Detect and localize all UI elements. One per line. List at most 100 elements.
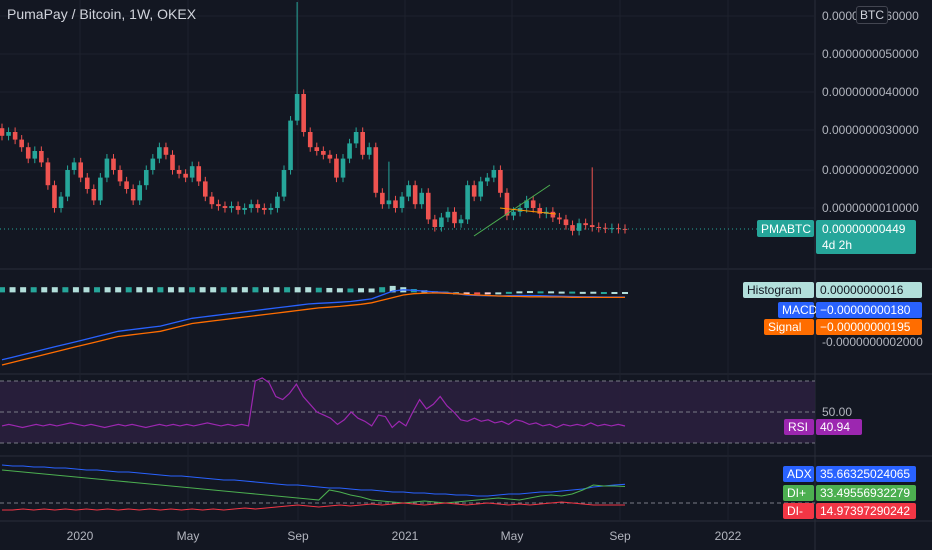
macd-histogram-bar	[231, 287, 238, 293]
macd-histogram-bar	[0, 287, 5, 293]
candle-body	[576, 223, 582, 231]
candle-body	[340, 158, 346, 178]
macd-histogram-bar	[284, 287, 291, 293]
bar-countdown: 4d 2h	[822, 238, 852, 252]
price-y-tick: 0.0000000020000	[822, 163, 919, 177]
candle-body	[268, 208, 274, 210]
candle-body	[301, 94, 306, 132]
macd-histogram-bar	[569, 291, 576, 294]
candle-body	[0, 128, 5, 136]
candle-body	[353, 132, 359, 144]
macd-histogram-bar	[115, 287, 122, 293]
candle-body	[25, 147, 31, 159]
macd-histogram-bar	[125, 287, 132, 293]
candle-body	[170, 154, 175, 170]
macd-histogram-bar	[526, 291, 533, 294]
macd-histogram-bar	[379, 287, 386, 293]
macd-histogram-bar	[210, 287, 217, 293]
candle-body	[32, 151, 38, 159]
candle-body	[216, 204, 221, 207]
candle-body	[589, 225, 595, 227]
macd-value-bg-0	[816, 282, 922, 298]
dmi-legend-value-2: 14.97397290242	[820, 504, 910, 518]
candle-body	[6, 132, 11, 136]
candle-body	[380, 192, 385, 205]
candle-body	[275, 196, 280, 208]
candle-body	[471, 185, 477, 197]
signal-line	[1, 292, 625, 366]
macd-histogram-bar	[368, 288, 375, 293]
last-price-value: 0.00000000449	[822, 222, 906, 236]
price-y-tick: 0.0000000050000	[822, 47, 919, 61]
dmi-legend-value-1: 33.49556932279	[820, 486, 910, 500]
macd-histogram-bar	[579, 291, 586, 294]
candle-body	[19, 139, 24, 148]
dmi-value-bg-2	[816, 503, 916, 519]
rsi-legend-label-bg	[784, 419, 814, 435]
candle-body	[511, 211, 516, 216]
macd-histogram-bar	[347, 288, 354, 293]
macd-legend-histogram-bg	[743, 282, 814, 298]
candle-body	[84, 177, 90, 189]
macd-histogram-bar	[241, 287, 248, 293]
x-tick-label: Sep	[609, 529, 631, 543]
candle-body	[603, 227, 608, 229]
rsi-value-bg	[816, 419, 862, 435]
candle-body	[550, 211, 556, 218]
candle-body	[445, 211, 451, 218]
macd-histogram-bar	[495, 292, 502, 295]
rsi-legend-label: RSI	[788, 420, 808, 434]
candle-body	[235, 206, 241, 210]
macd-histogram-bar	[611, 291, 618, 294]
candle-body	[439, 217, 444, 227]
candle-body	[91, 189, 97, 201]
candle-body	[294, 94, 300, 121]
adx-line	[1, 464, 626, 497]
candle-body	[248, 204, 254, 208]
macd-histogram-bar	[326, 287, 333, 293]
candle-body	[242, 208, 247, 210]
macd-histogram-bar	[294, 287, 301, 293]
candle-body	[117, 170, 123, 182]
candle-body	[65, 170, 70, 197]
candle-body	[504, 192, 510, 216]
candle-body	[163, 147, 169, 155]
macd-histogram-bar	[62, 287, 69, 293]
candle-body	[583, 223, 588, 226]
price-y-tick: 0.0000000040000	[822, 85, 919, 99]
x-tick-label: 2022	[715, 529, 742, 543]
macd-histogram-bar	[358, 288, 365, 293]
macd-histogram-bar	[178, 287, 185, 293]
candle-body	[288, 120, 293, 170]
macd-histogram-bar	[146, 287, 153, 293]
dmi-legend-0: ADX	[787, 467, 812, 481]
currency-button[interactable]: BTC	[856, 6, 888, 24]
macd-legend-value-2: −0.00000000195	[820, 320, 911, 334]
di-minus-line	[2, 501, 625, 511]
macd-legend-macd: MACD	[782, 303, 818, 317]
candle-body	[52, 185, 57, 208]
candle-body	[458, 219, 464, 224]
candle-body	[484, 177, 490, 182]
macd-value-bg-1	[816, 302, 922, 318]
macd-histogram-bar	[474, 292, 481, 295]
macd-legend-signal-bg	[764, 319, 814, 335]
x-tick-label: 2020	[67, 529, 94, 543]
last-price-symbol-label: PMABTC	[761, 222, 811, 236]
candle-body	[557, 217, 562, 220]
macd-histogram-bar	[30, 287, 37, 293]
macd-histogram-bar	[262, 287, 269, 293]
rsi-line	[1, 377, 626, 429]
trendline-up	[473, 184, 551, 237]
macd-legend-macd-bg	[778, 302, 814, 318]
candle-body	[71, 162, 77, 170]
candle-body	[524, 200, 529, 208]
candle-body	[334, 158, 339, 178]
candle-body	[327, 154, 333, 159]
candle-body	[570, 225, 575, 231]
macd-histogram-bar	[315, 287, 322, 293]
chart-title: PumaPay / Bitcoin, 1W, OKEX	[7, 6, 197, 22]
x-tick-label: May	[501, 529, 524, 543]
candle-body	[419, 192, 425, 205]
